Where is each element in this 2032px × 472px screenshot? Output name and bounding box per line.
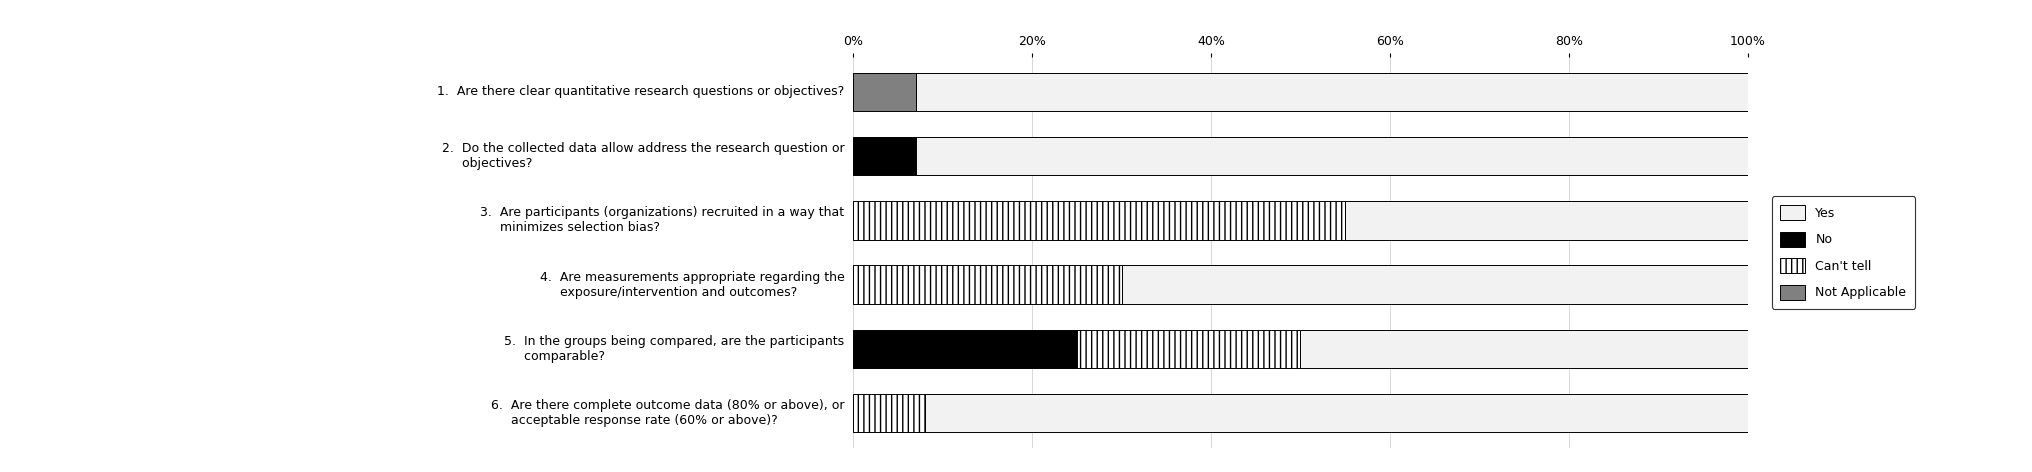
Bar (853, 137, 916, 176)
Bar (1077, 329, 1300, 368)
Text: 1.  Are there clear quantitative research questions or objectives?: 1. Are there clear quantitative research… (437, 85, 845, 99)
Text: 6.  Are there complete outcome data (80% or above), or
     acceptable response : 6. Are there complete outcome data (80% … (492, 399, 845, 427)
Bar (925, 394, 1748, 432)
Text: 3.  Are participants (organizations) recruited in a way that
     minimizes sele: 3. Are participants (organizations) recr… (480, 206, 845, 235)
Bar (916, 137, 1748, 176)
Bar (853, 73, 916, 111)
Bar (916, 73, 1748, 111)
Bar (853, 394, 925, 432)
Text: 5.  In the groups being compared, are the participants
     comparable?: 5. In the groups being compared, are the… (504, 335, 845, 363)
Text: 4.  Are measurements appropriate regarding the
     exposure/intervention and ou: 4. Are measurements appropriate regardin… (541, 270, 845, 299)
Bar (853, 329, 1077, 368)
Bar (1300, 329, 1748, 368)
Legend: Yes, No, Can't tell, Not Applicable: Yes, No, Can't tell, Not Applicable (1772, 196, 1914, 309)
Bar (1345, 201, 1748, 240)
Text: 2.  Do the collected data allow address the research question or
     objectives: 2. Do the collected data allow address t… (441, 142, 845, 170)
Bar (853, 201, 1345, 240)
Bar (1122, 265, 1748, 304)
Bar (853, 265, 1122, 304)
